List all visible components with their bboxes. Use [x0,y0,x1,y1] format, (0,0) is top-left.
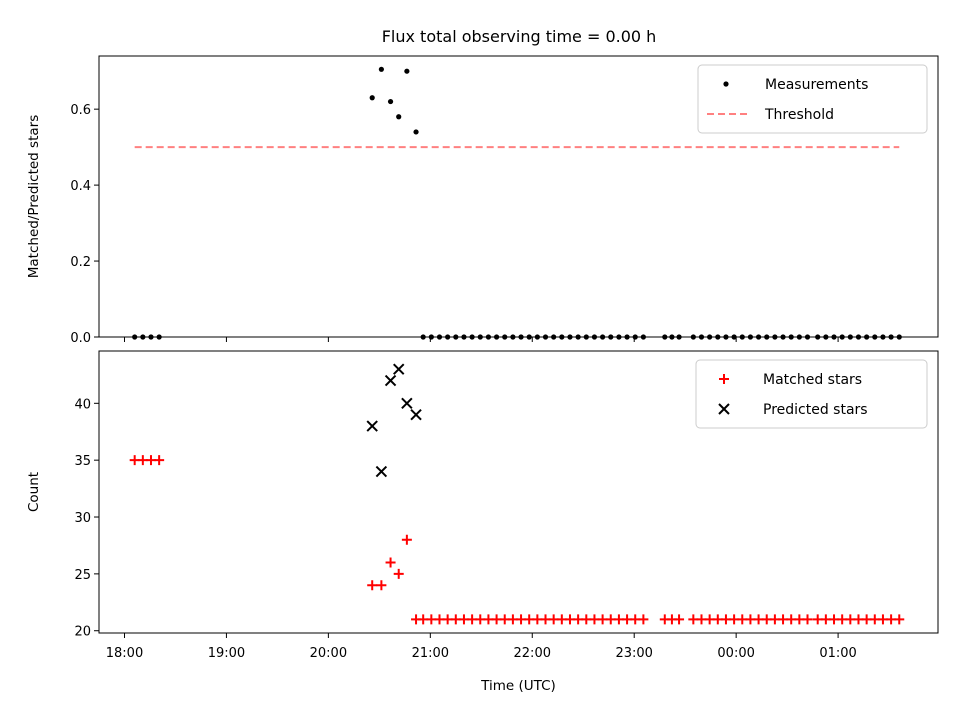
matched-star-point [376,580,387,591]
y-tick-label: 0.2 [70,255,91,270]
predicted-star-point [393,363,405,375]
legend-matched-swatch [719,374,729,384]
legend-label: Threshold [764,107,834,123]
measurement-point [369,95,375,101]
legend-measurement-swatch [723,81,729,87]
predicted-star-point [366,420,378,432]
matched-star-point [154,455,165,466]
legend: Matched stars Predicted stars [695,359,928,429]
bottom-panel: 20 25 30 35 40 18:00 19:00 20:00 21:00 22:00 23:00… [26,350,939,694]
chart-title: Flux total observing time = 0.00 h [382,27,657,46]
x-axis-label: Time (UTC) [480,678,556,694]
measurement-point [378,66,384,72]
legend-label: Measurements [765,77,868,93]
y-tick-label: 0.6 [70,103,91,118]
x-tick-label: 18:00 [106,646,143,661]
measurement-point [396,114,402,120]
y-tick-label: 20 [74,625,91,640]
y-tick-label: 0.4 [70,179,91,194]
matched-star-point [367,580,378,591]
matched-star-point [894,614,905,625]
legend-label: Matched stars [763,372,862,388]
x-tick-label: 21:00 [412,646,449,661]
y-tick-label: 25 [74,568,91,583]
matched-star-point [638,614,649,625]
matched-star-point [385,557,396,568]
matched-star-point [401,534,412,545]
predicted-star-point [410,408,422,421]
legend-frame [697,64,928,134]
top-panel: 0.0 0.2 0.4 0.6 Matched/Predicted stars Measu… [26,55,939,346]
predicted-star-point [401,397,413,410]
legend: Measurements Threshold [697,64,928,134]
y-tick-label: 30 [74,511,91,526]
measurement-point [404,68,410,74]
measurement-point [387,98,394,105]
matched-star-point [393,568,404,579]
predicted-star-point [375,465,388,478]
y-tick-label: 40 [74,397,91,412]
measurement-point [413,129,419,135]
x-tick-label: 23:00 [615,646,652,661]
x-tick-label: 01:00 [819,646,856,661]
y-tick-label: 35 [74,454,91,469]
x-tick-label: 22:00 [514,646,551,661]
y-axis-label: Matched/Predicted stars [26,115,42,278]
y-tick-label: 0.0 [70,331,91,346]
matched-star-point [674,614,685,625]
legend-label: Predicted stars [763,402,868,418]
legend-frame [695,359,928,429]
y-axis-label: Count [26,472,42,512]
axes-frame [98,350,939,634]
axes-frame [98,55,939,338]
x-tick-label: 20:00 [310,646,347,661]
matched-star-point [802,614,813,625]
x-tick-label: 19:00 [208,646,245,661]
predicted-star-point [384,374,397,387]
x-tick-label: 00:00 [717,646,754,661]
legend-predicted-swatch [718,403,730,415]
